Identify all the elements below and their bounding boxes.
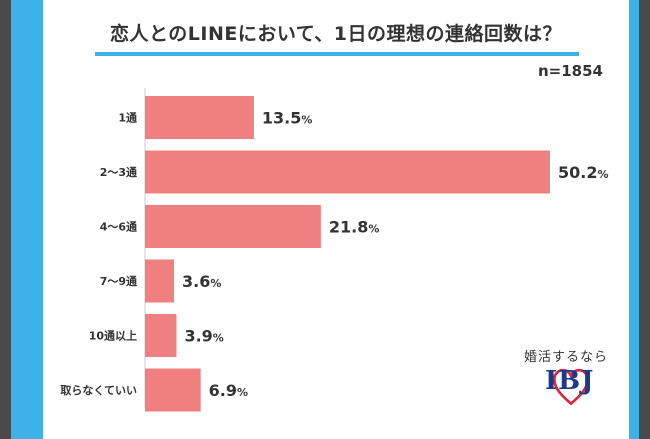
category-label: 7～9通 [100,275,137,288]
bar [145,150,550,194]
category-label: 2～3通 [100,166,137,179]
bar [145,96,254,139]
bar [145,368,201,412]
logo-wordmark: IBJ [545,366,595,396]
ibj-logo: 婚活するなら IBJ [511,346,621,416]
bar [145,314,177,357]
bar [145,259,175,303]
bar-chart: 1通 13.5% 2～3通 50.2% 4～6通 21.8% 7～9通 3.6% 10通以上 3.… [60,88,609,412]
value-label: 3.6% [182,272,221,291]
category-label: 1通 [118,112,137,125]
value-label: 21.8% [329,218,380,237]
value-label: 3.9% [184,327,223,346]
accent-panel: 恋人とのLINEにおいて、1日の理想の連絡回数は？ n=1854 1通 13.5%… [11,0,639,439]
category-label: 4～6通 [100,221,137,234]
category-label: 10通以上 [89,329,137,343]
chart-card: 恋人とのLINEにおいて、1日の理想の連絡回数は？ n=1854 1通 13.5%… [43,0,629,439]
category-label: 取らなくていい [60,384,137,397]
heart-icon [552,368,590,406]
value-label: 50.2% [558,163,609,182]
bar [145,205,321,248]
value-label: 6.9% [209,381,248,400]
logo-tagline: 婚活するなら [523,350,608,365]
chart-title: 恋人とのLINEにおいて、1日の理想の連絡回数は？ [109,23,563,45]
title-underline [95,52,579,56]
sample-size: n=1854 [538,62,603,80]
value-label: 13.5% [262,109,313,128]
